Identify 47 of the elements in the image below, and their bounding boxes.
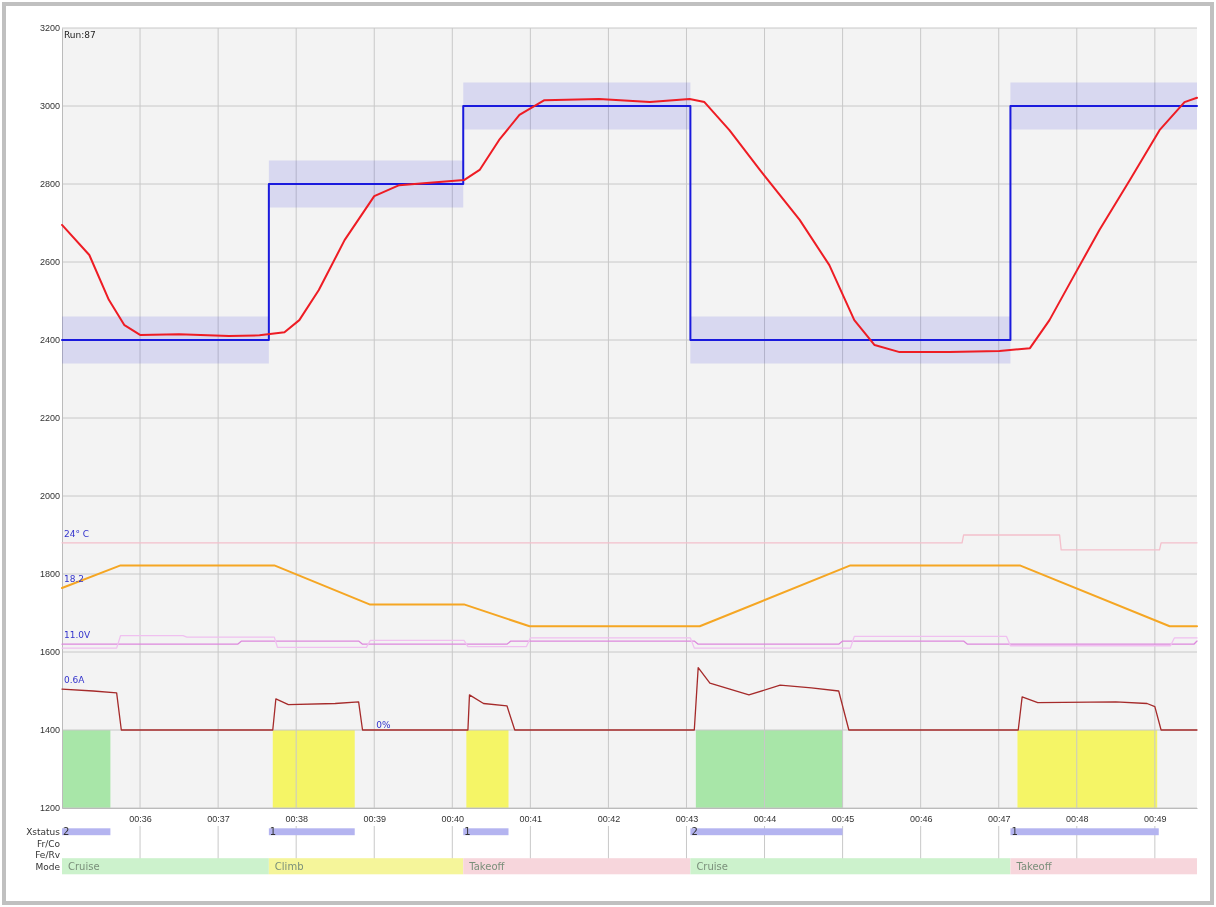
- annotation: 0%: [376, 720, 391, 730]
- y-tick-label: 3200: [39, 23, 60, 34]
- x-tick-label: 00:47: [987, 813, 1011, 824]
- y-tick-label: Mode: [35, 861, 61, 872]
- series-label: 18.2: [64, 574, 85, 585]
- x-tick-label: 00:42: [597, 813, 621, 824]
- annotation: Cruise: [68, 860, 100, 872]
- y-tick-label: 2000: [39, 491, 60, 502]
- x-tick-label: 00:48: [1066, 813, 1089, 824]
- y-tick-label: 3000: [39, 101, 60, 112]
- series-label: 0.6A: [64, 675, 86, 686]
- y-tick-label: Fr/Co: [36, 838, 61, 849]
- x-tick-label: 00:44: [753, 813, 777, 824]
- annotation: Takeoff: [468, 860, 506, 872]
- annotation: Run:87: [64, 30, 96, 40]
- x-tick-label: 00:46: [909, 813, 933, 824]
- annotation: Takeoff: [1015, 860, 1053, 872]
- series-label: 11.0V: [64, 630, 92, 641]
- line-series: [61, 564, 1198, 628]
- annotation: Climb: [274, 860, 304, 872]
- y-tick-label: 1200: [39, 803, 60, 814]
- x-tick-label: 00:39: [363, 813, 387, 824]
- annotation: 2: [63, 826, 70, 838]
- y-tick-label: 1600: [39, 647, 60, 658]
- annotation: 1: [464, 826, 471, 838]
- x-tick-label: 00:43: [675, 813, 699, 824]
- x-tick-label: 00:37: [207, 813, 230, 824]
- x-tick-label: 00:41: [519, 813, 543, 824]
- x-tick-label: 00:40: [441, 813, 465, 824]
- y-tick-label: 1800: [39, 569, 60, 580]
- series-label: 24° C: [64, 528, 90, 539]
- y-tick-label: 1400: [39, 725, 60, 736]
- x-tick-label: 00:36: [129, 813, 152, 824]
- annotation: 2: [691, 826, 698, 838]
- y-tick-label: 2800: [39, 179, 60, 190]
- x-tick-label: 00:45: [831, 813, 855, 824]
- x-tick-label: 00:49: [1144, 813, 1167, 824]
- line-series: [61, 666, 1198, 731]
- y-tick-label: 2600: [39, 257, 60, 268]
- y-tick-label: 2400: [39, 335, 60, 346]
- annotation: 1: [1011, 826, 1018, 838]
- y-tick-label: Xstatus: [26, 827, 61, 838]
- y-tick-label: Fe/Rv: [35, 850, 61, 861]
- x-tick-label: 00:38: [285, 813, 308, 824]
- y-tick-label: 2200: [39, 413, 60, 424]
- annotation: Cruise: [696, 860, 728, 872]
- annotation: 1: [269, 826, 277, 838]
